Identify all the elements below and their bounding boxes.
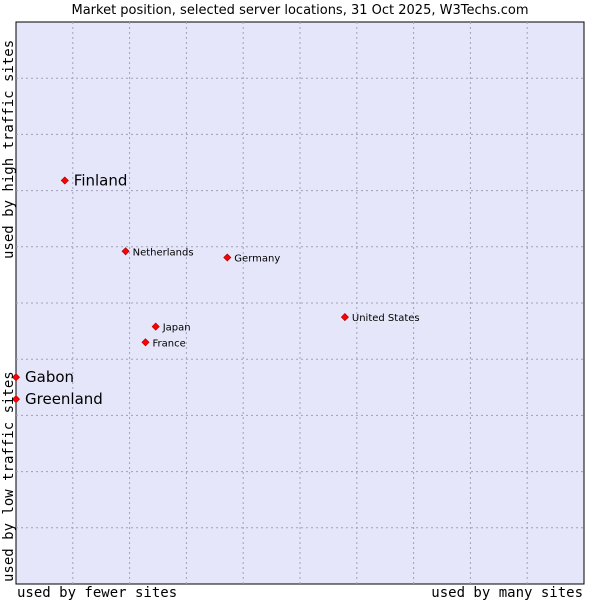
x-axis-label-left: used by fewer sites xyxy=(17,585,177,600)
point-marker xyxy=(340,312,349,322)
point-label: United States xyxy=(352,313,420,324)
x-axis-label-right: used by many sites xyxy=(431,585,583,600)
point-label: Greenland xyxy=(25,390,103,408)
point-label: Netherlands xyxy=(133,247,194,258)
grid-lines xyxy=(16,22,584,584)
plot-area: Finland Netherlands Germany United States Ja… xyxy=(11,21,585,585)
y-axis-label-top: used by high traffic sites xyxy=(1,40,17,259)
data-point-greenland: Greenland xyxy=(11,390,103,408)
chart-title: Market position, selected server locatio… xyxy=(71,3,528,18)
data-points: Finland Netherlands Germany United States Ja… xyxy=(11,172,420,408)
point-marker xyxy=(11,395,21,404)
point-label: Finland xyxy=(74,172,128,190)
point-marker xyxy=(60,176,69,185)
data-point-finland: Finland xyxy=(60,172,128,190)
point-label: Germany xyxy=(234,254,280,265)
point-label: Gabon xyxy=(25,368,74,386)
data-point-japan: Japan xyxy=(151,322,191,334)
data-point-netherlands: Netherlands xyxy=(121,247,194,258)
data-point-germany: Germany xyxy=(223,253,280,265)
data-point-united-states: United States xyxy=(340,312,420,324)
data-point-france: France xyxy=(141,338,186,349)
point-label: France xyxy=(153,338,186,349)
point-marker xyxy=(151,322,160,331)
point-marker xyxy=(223,253,232,262)
point-marker xyxy=(141,338,150,347)
point-marker xyxy=(11,373,21,382)
point-label: Japan xyxy=(162,323,191,334)
y-axis-label-bottom: used by low traffic sites xyxy=(1,371,17,582)
point-marker xyxy=(121,247,130,256)
data-point-gabon: Gabon xyxy=(11,368,74,386)
